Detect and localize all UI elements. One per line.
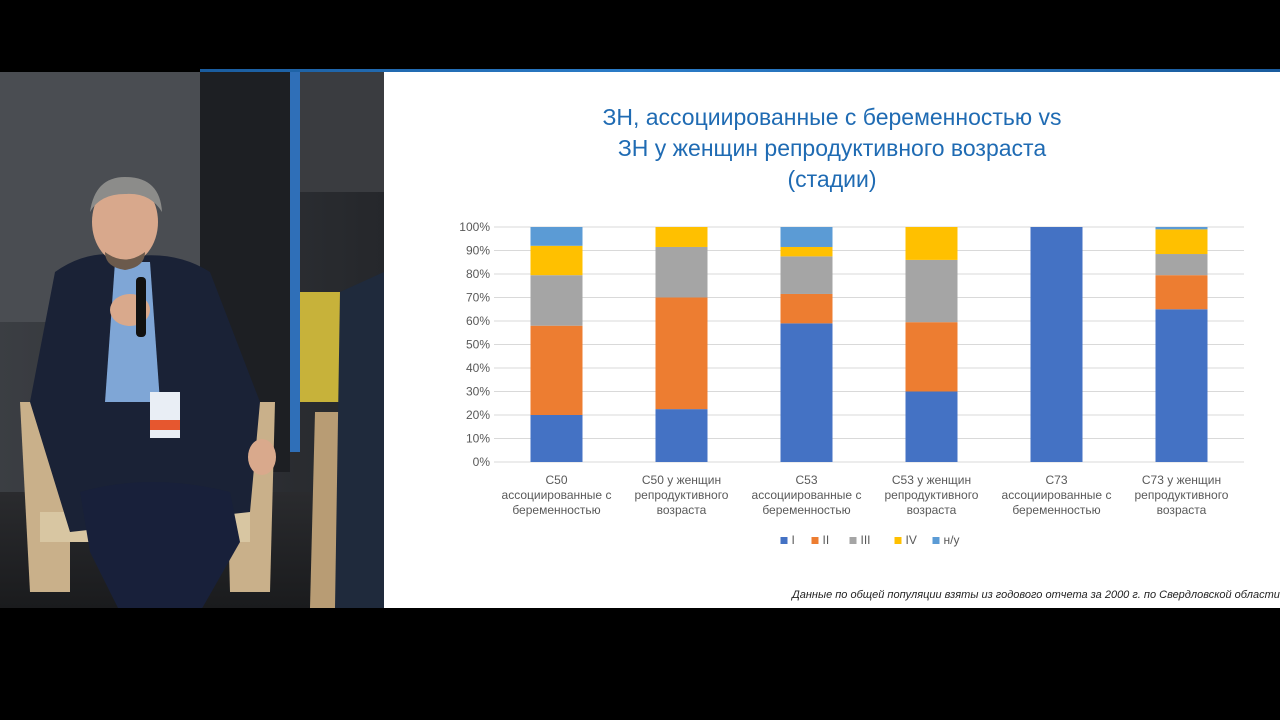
bar-segment [530,275,583,326]
y-tick-label: 100% [459,220,490,234]
bar-segment [1155,229,1208,255]
bar-segment [655,227,708,247]
x-category-label: С73 [1045,473,1067,487]
bar-segment [1155,309,1208,462]
x-category-label: ассоциированные с [1002,488,1112,502]
bar-segment [1155,227,1208,230]
legend-label: н/у [944,533,960,547]
bar-segment [530,227,583,246]
y-tick-label: 80% [466,267,490,281]
bar-segment [780,323,833,462]
letterbox-bottom [0,608,1280,720]
stacked-bar-chart: 0%10%20%30%40%50%60%70%80%90%100%С50ассо… [459,220,1244,547]
legend-swatch [894,537,902,544]
legend-label: IV [906,533,917,547]
x-category-label: беременностью [512,503,600,517]
legend-label: I [792,533,795,547]
y-tick-label: 70% [466,291,490,305]
bar-segment [530,245,583,276]
x-category-label: ассоциированные с [752,488,862,502]
legend-swatch [932,537,940,544]
x-category-label: беременностью [762,503,850,517]
bar-segment [1030,227,1083,462]
y-tick-label: 10% [466,432,490,446]
bar-segment [905,322,958,392]
legend-label: III [861,533,871,547]
x-category-label: С53 [795,473,817,487]
y-tick-label: 0% [473,455,491,469]
x-category-label: С53 у женщин [892,473,971,487]
x-category-label: С50 у женщин [642,473,721,487]
y-tick-label: 60% [466,314,490,328]
x-category-label: возраста [657,503,707,517]
bar-segment [530,325,583,415]
y-tick-label: 90% [466,244,490,258]
bar-segment [780,246,833,257]
bar-segment [905,227,958,260]
bar-segment [1155,254,1208,276]
x-category-label: С73 у женщин [1142,473,1221,487]
speaker-video-image [0,72,384,608]
bar-segment [905,391,958,462]
legend-label: II [823,533,830,547]
y-tick-label: 50% [466,338,490,352]
x-category-label: репродуктивного [635,488,729,502]
y-tick-label: 40% [466,361,490,375]
bar-segment [1155,275,1208,310]
bar-segment [905,259,958,323]
slide-title: ЗН, ассоциированные с беременностью vs З… [384,102,1280,195]
slide-title-line-2: ЗН у женщин репродуктивного возраста [617,135,1047,161]
x-category-label: возраста [907,503,957,517]
speaker-video-feed [0,72,384,608]
x-category-label: ассоциированные с [502,488,612,502]
x-category-label: возраста [1157,503,1207,517]
y-tick-label: 20% [466,408,490,422]
bar-segment [780,256,833,294]
legend-swatch [849,537,857,544]
legend-swatch [811,537,819,544]
bar-segment [530,415,583,462]
x-category-label: репродуктивного [1135,488,1229,502]
slide-footnote: Данные по общей популяции взяты из годов… [792,589,1280,601]
bar-segment [780,227,833,247]
x-category-label: репродуктивного [885,488,979,502]
frame-accent-line [200,69,1280,72]
slide-title-line-3: (стадии) [787,166,877,192]
bar-segment [780,293,833,324]
y-tick-label: 30% [466,385,490,399]
x-category-label: беременностью [1012,503,1100,517]
x-category-label: С50 [545,473,567,487]
presentation-slide: ЗН, ассоциированные с беременностью vs З… [384,72,1280,608]
letterbox-top [0,0,1280,72]
bar-segment [655,409,708,462]
bar-segment [655,246,708,298]
bar-segment [655,297,708,410]
slide-title-line-1: ЗН, ассоциированные с беременностью vs [602,104,1062,130]
legend-swatch [780,537,788,544]
